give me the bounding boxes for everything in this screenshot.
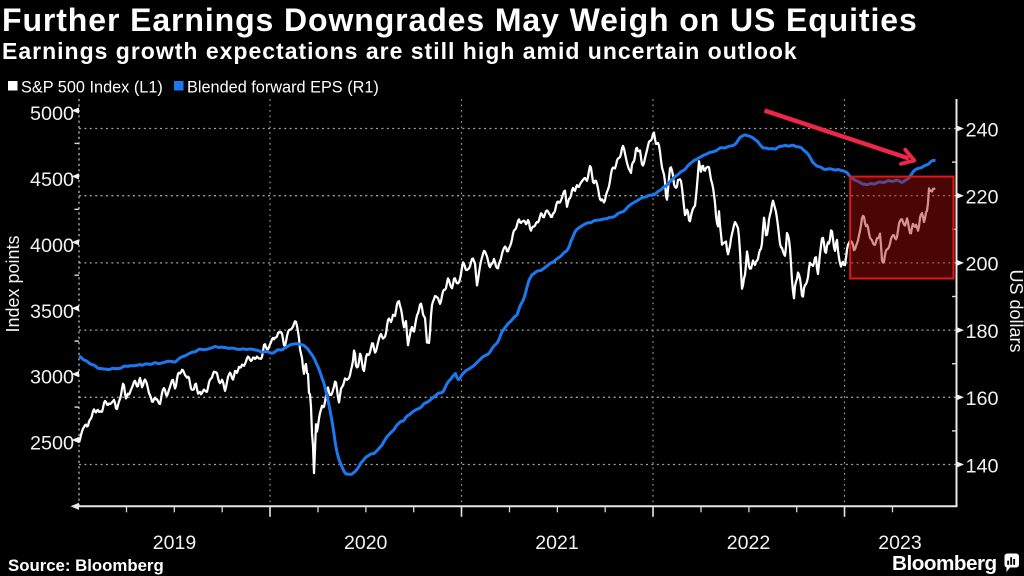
- svg-text:2021: 2021: [535, 532, 578, 554]
- svg-text:3000: 3000: [30, 367, 74, 389]
- svg-text:US dollars: US dollars: [1006, 269, 1024, 352]
- svg-text:2022: 2022: [727, 532, 770, 554]
- svg-text:5000: 5000: [30, 103, 74, 125]
- svg-text:240: 240: [966, 119, 999, 141]
- svg-text:4000: 4000: [30, 235, 74, 257]
- svg-text:S&P 500 Index (L1): S&P 500 Index (L1): [21, 79, 163, 97]
- svg-text:220: 220: [966, 187, 999, 209]
- svg-text:Bloomberg: Bloomberg: [892, 552, 997, 575]
- svg-text:2023: 2023: [878, 532, 921, 554]
- svg-text:2020: 2020: [344, 532, 388, 554]
- svg-text:160: 160: [966, 388, 999, 410]
- svg-text:180: 180: [966, 321, 999, 343]
- svg-text:Source: Bloomberg: Source: Bloomberg: [8, 556, 164, 575]
- svg-text:4500: 4500: [30, 169, 74, 191]
- svg-text:200: 200: [966, 254, 999, 276]
- svg-text:3500: 3500: [30, 301, 74, 323]
- svg-text:Further Earnings Downgrades Ma: Further Earnings Downgrades May Weigh on…: [2, 2, 918, 38]
- svg-text:Blended forward EPS (R1): Blended forward EPS (R1): [187, 79, 379, 97]
- svg-text:Index points: Index points: [3, 235, 23, 332]
- svg-text:2019: 2019: [153, 532, 196, 554]
- svg-text:Earnings growth expectations a: Earnings growth expectations are still h…: [2, 38, 798, 64]
- svg-text:140: 140: [966, 455, 999, 477]
- svg-text:2500: 2500: [30, 433, 74, 455]
